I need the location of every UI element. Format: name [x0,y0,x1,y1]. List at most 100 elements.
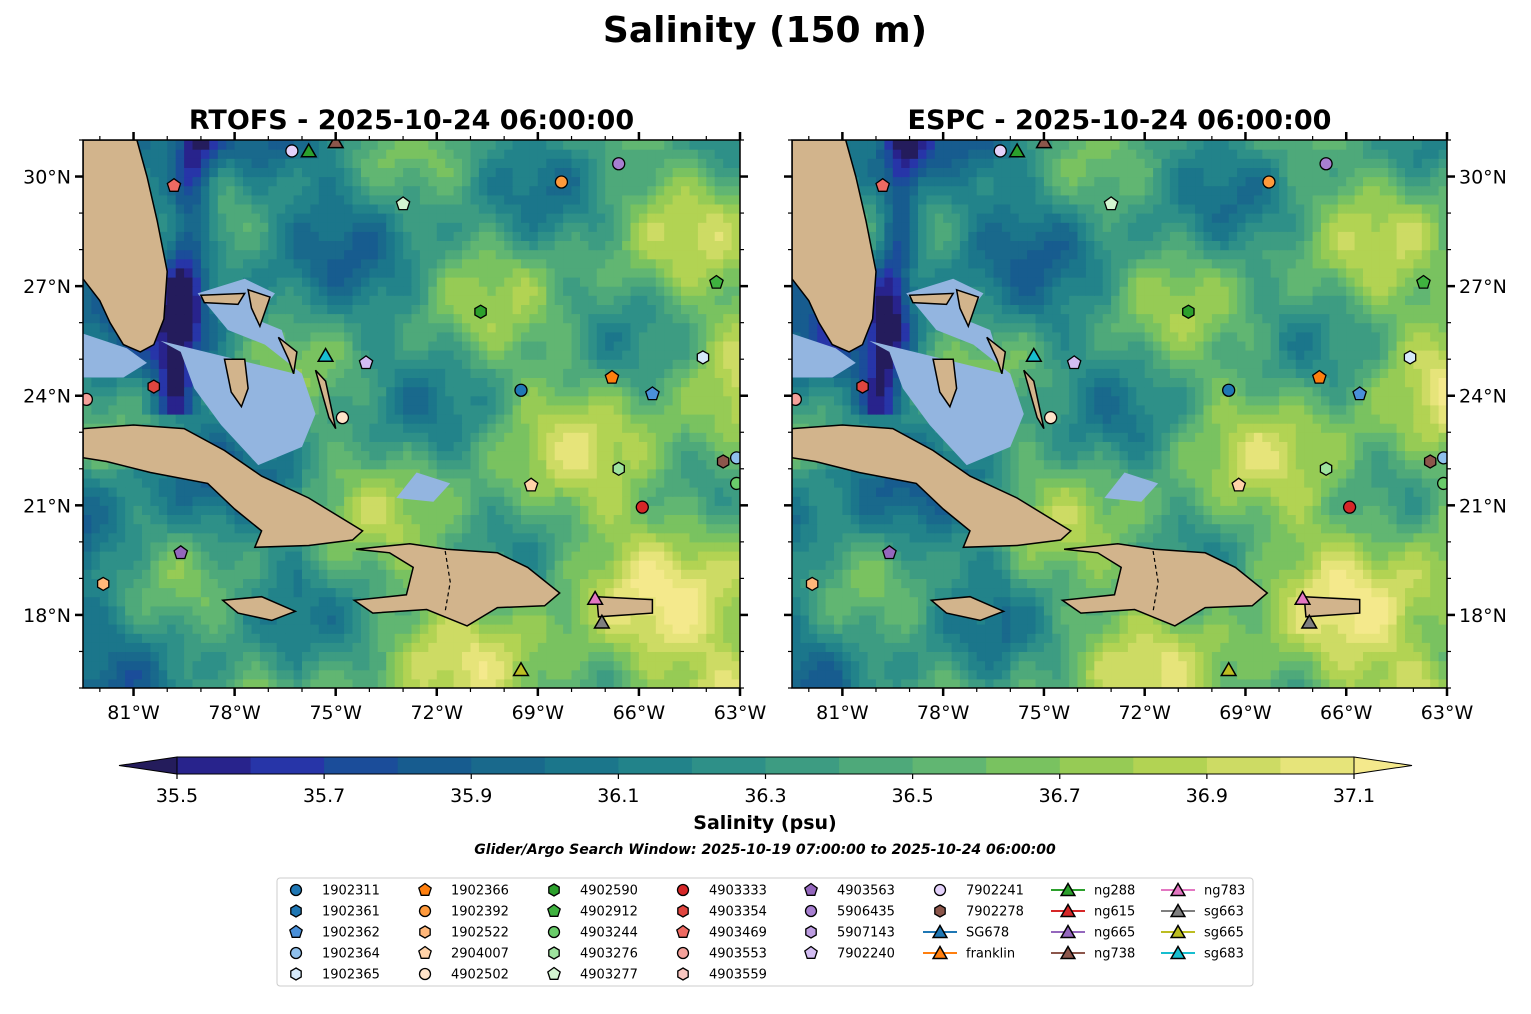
legend-marker [1169,944,1187,960]
legend-item-5906435: 5906435 [804,904,895,920]
y-tick-label: 27°N [1459,276,1507,298]
legend-item-4903559: 4903559 [677,967,767,983]
legend-marker [419,925,431,939]
legend: 1902311 1902361 1902362 1902364 1902365 19023… [289,881,1245,983]
legend-label: 4903559 [709,968,767,983]
obs-marker-sg665 [1220,661,1238,677]
legend-item-ng783: ng783 [1161,881,1245,899]
legend-marker [547,903,561,917]
legend-item-5907143: 5907143 [805,925,895,941]
legend-label: 4903553 [709,947,767,962]
colorbar-tick-label: 35.9 [450,785,492,807]
land [352,542,561,627]
colorbar-segment [618,757,693,774]
obs-marker-ng738 [327,140,345,149]
obs-marker-2904007 [523,477,539,492]
y-tick-label: 24°N [23,386,71,408]
legend-label: 7902241 [966,884,1024,899]
colorbar-segment [765,757,840,774]
colorbar-segment [839,757,914,774]
legend-marker [677,904,689,918]
obs-marker-ng783 [1293,590,1312,605]
land [955,288,980,329]
legend-marker [1169,902,1187,918]
legend-item-1902366: 1902366 [418,882,509,899]
land [908,292,955,306]
shallow-bank [792,333,856,378]
legend-label: ng783 [1204,884,1245,899]
legend-item-1902362: 1902362 [289,924,380,941]
legend-label: 5906435 [837,905,895,920]
obs-marker-4903277 [395,196,411,211]
legend-marker [418,904,432,918]
legend-item-sg663: sg663 [1161,902,1244,920]
colorbar-segment [471,757,546,774]
legend-label: 2904007 [451,947,509,962]
legend-label: ng738 [1094,947,1135,962]
obs-marker-sg665 [512,661,530,677]
salinity-field [83,140,740,688]
legend-marker [805,925,817,939]
obs-marker-1902366 [1311,369,1327,384]
legend-label: ng288 [1094,884,1135,899]
obs-marker-ng738 [1035,140,1053,149]
obs-marker-1902392 [554,175,569,189]
x-tick-label: 72°W [1118,702,1171,724]
y-tick-label: 24°N [1459,386,1507,408]
y-tick-label: 27°N [23,276,71,298]
obs-marker-5906435 [1319,157,1333,171]
land [932,358,958,409]
obs-marker-sg683 [316,346,335,363]
land [792,140,877,353]
obs-marker-2904007 [1231,477,1247,492]
obs-marker-1902362 [644,386,660,401]
obs-marker-ng288 [1008,142,1026,158]
colorbar-tick-label: 35.5 [156,785,198,807]
colorbar: 35.5 35.7 35.9 36.1 36.3 36.5 36.7 36.9 37.1 [118,756,1413,807]
land [314,369,337,429]
obs-marker-4903553 [792,392,803,407]
legend-label: 4903333 [709,884,767,899]
land [1060,542,1269,627]
search-window-text: Glider/Argo Search Window: 2025-10-19 07… [474,842,1056,858]
legend-label: 5907143 [837,926,895,941]
legend-marker [290,904,302,918]
legend-marker [931,944,949,960]
colorbar-tick-label: 36.5 [891,785,933,807]
legend-marker [547,925,561,939]
legend-label: 4903354 [709,905,767,920]
legend-item-4903553: 4903553 [676,947,767,962]
obs-marker-1902522 [805,576,819,592]
legend-label: 1902392 [451,905,509,920]
obs-marker-7902240 [358,355,374,370]
legend-label: 4903277 [580,968,638,983]
legend-item-1902311: 1902311 [289,883,380,899]
legend-label: 1902364 [322,947,380,962]
legend-marker [804,904,818,918]
colorbar-segment [544,757,619,774]
x-tick-label: 69°W [512,702,565,724]
legend-marker [547,966,561,980]
legend-marker [289,883,303,897]
colorbar-segment [1133,757,1208,774]
map-frame [791,139,1448,689]
land [83,424,364,549]
y-tick-label: 18°N [1459,605,1507,627]
obs-marker-4902912 [1416,274,1431,289]
colorbar-label: Salinity (psu) [693,812,836,834]
obs-marker-4903563 [882,544,897,560]
colorbar-segment [250,757,325,774]
figure-title: Salinity (150 m) [603,10,927,51]
legend-item-4903563: 4903563 [804,882,895,899]
x-tick-label: 75°W [309,702,362,724]
legend-label: 1902362 [322,926,380,941]
legend-item-ng665: ng665 [1051,923,1135,941]
legend-label: ng615 [1094,905,1135,920]
legend-marker [677,967,689,981]
obs-marker-4903354 [856,379,869,394]
legend-label: 4903563 [837,884,895,899]
legend-marker [676,883,690,897]
y-tick-label: 18°N [23,605,71,627]
colorbar-segment [324,757,399,774]
obs-marker-ng288 [300,142,318,158]
